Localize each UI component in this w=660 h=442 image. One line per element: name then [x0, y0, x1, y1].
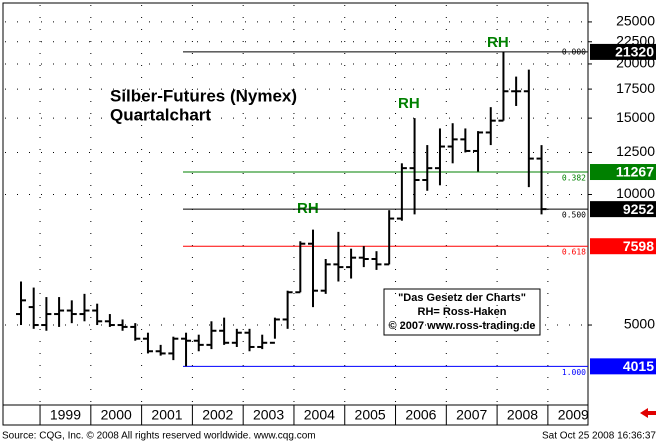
level-ratio: 0.000	[562, 47, 586, 56]
level-ratio: 0.500	[562, 211, 586, 220]
x-tick-label: 2004	[304, 407, 335, 423]
chart-title: Silber-Futures (Nymex)	[110, 86, 297, 105]
x-tick-label: 2003	[253, 407, 284, 423]
price-box	[590, 43, 656, 60]
scroll-arrow[interactable]	[640, 408, 656, 418]
price-label: 7598	[623, 238, 654, 254]
y-tick-label: 10000	[616, 185, 655, 201]
price-label: 4015	[623, 358, 654, 374]
y-tick-label: 5000	[624, 316, 655, 332]
y-tick-label: 12500	[616, 143, 655, 159]
annotation: RH	[398, 95, 420, 112]
price-box	[590, 201, 656, 218]
level-ratio: 1.000	[562, 368, 586, 377]
level-ratio: 0.382	[562, 174, 586, 183]
x-tick-label: 2008	[507, 407, 538, 423]
y-tick-label: 25000	[616, 13, 655, 29]
x-tick-label: 2009	[558, 407, 589, 423]
footer-source: Source: CQG, Inc. © 2008 All rights rese…	[2, 431, 316, 442]
plot-frame	[2, 2, 589, 426]
chart-subtitle: Quartalchart	[110, 105, 211, 124]
footer-date: Sat Oct 25 2008 16:36:37	[542, 431, 656, 442]
x-tick-label: 2006	[405, 407, 436, 423]
price-box	[590, 238, 656, 255]
level-ratio: 0.618	[562, 248, 586, 257]
price-box	[590, 358, 656, 375]
x-tick-label: 2002	[202, 407, 233, 423]
price-label: 21320	[615, 44, 654, 60]
info-text: © 2007 www.ross-trading.de	[388, 320, 535, 332]
x-tick-label: 2005	[355, 407, 386, 423]
x-tick-label: 2007	[456, 407, 487, 423]
x-tick-label: 2001	[151, 407, 182, 423]
price-label: 9252	[623, 201, 654, 217]
y-tick-label: 15000	[616, 109, 655, 125]
info-text: "Das Gesetz der Charts"	[398, 292, 526, 304]
annotation: RH	[487, 34, 509, 51]
price-box	[590, 164, 656, 181]
y-tick-label: 17500	[616, 80, 655, 96]
x-tick-label: 1999	[50, 407, 81, 423]
annotation: RH	[297, 200, 319, 217]
price-label: 11267	[616, 164, 654, 180]
info-text: RH= Ross-Haken	[418, 306, 507, 318]
info-box	[383, 288, 541, 336]
x-tick-label: 2000	[101, 407, 132, 423]
